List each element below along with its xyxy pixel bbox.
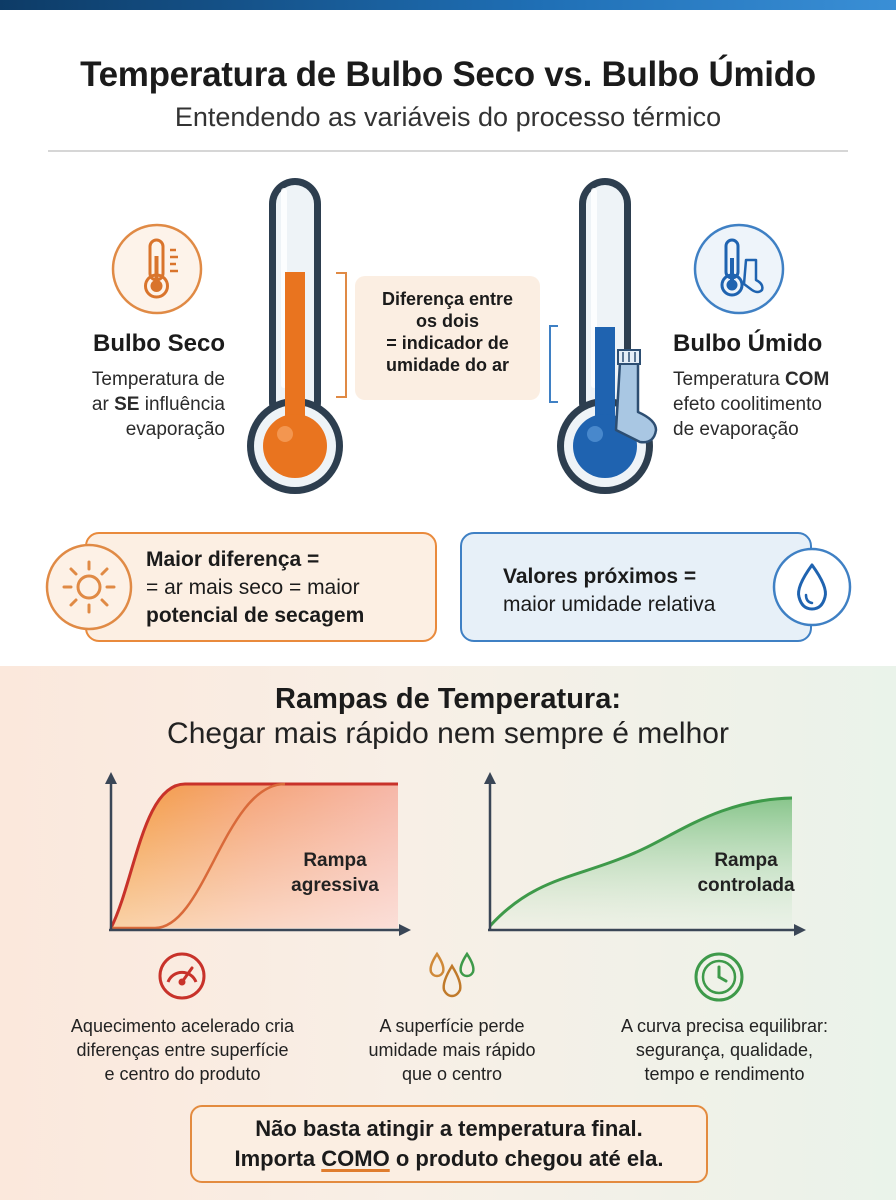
controlled-ramp-chart bbox=[484, 772, 806, 936]
wet-bulb-thermometer bbox=[557, 178, 658, 494]
aggressive-ramp-label: Rampa agressiva bbox=[291, 850, 379, 896]
note-line-1: Diferença entre bbox=[381, 289, 514, 309]
wet-bulb-line-3: de evaporação bbox=[673, 419, 799, 440]
sun-icon bbox=[45, 543, 133, 631]
page-title: Temperatura de Bulbo Seco vs. Bulbo Úmid… bbox=[80, 55, 816, 94]
wet-bulb-block: Bulbo Úmido Temperatura COM efeto coolit… bbox=[673, 330, 883, 442]
dry-air-line-2: = ar mais seco = maior bbox=[146, 576, 360, 599]
dry-bulb-line-1: Temperatura de bbox=[91, 369, 225, 390]
humid-air-box bbox=[460, 532, 812, 642]
dry-bulb-description: Temperatura de ar SE influência evaporaç… bbox=[40, 367, 225, 442]
conclusion-line-1: Não basta atingir a temperatura final. bbox=[255, 1116, 643, 1141]
page-subtitle: Entendendo as variáveis do processo térm… bbox=[174, 102, 722, 132]
wet-bulb-title: Bulbo Úmido bbox=[673, 330, 823, 357]
clock-icon bbox=[694, 952, 744, 1002]
dry-air-box bbox=[85, 532, 437, 642]
humid-air-text: Valores próximos = maior umidade relativ… bbox=[503, 563, 763, 619]
note-line-3: = indicador de bbox=[386, 333, 509, 353]
dry-bulb-line-2: ar SE influência bbox=[91, 394, 225, 415]
dry-air-line-3: potencial de secagem bbox=[146, 604, 365, 627]
wet-bulb-line-2: efeto coolitimento bbox=[673, 394, 822, 415]
divider bbox=[48, 150, 848, 152]
left-bracket bbox=[336, 272, 347, 398]
dry-bulb-title: Bulbo Seco bbox=[92, 330, 225, 357]
conclusion-box: Não basta atingir a temperatura final. I… bbox=[190, 1105, 708, 1183]
right-bracket bbox=[549, 325, 558, 403]
thermometer-sock-icon bbox=[693, 223, 785, 315]
caption-balance: A curva precisa equilibrar: segurança, q… bbox=[620, 1016, 829, 1084]
dry-air-text: Maior diferença = = ar mais seco = maior… bbox=[146, 546, 431, 630]
dry-bulb-block: Bulbo Seco Temperatura de ar SE influênc… bbox=[40, 330, 225, 442]
controlled-ramp-label: Rampa controlada bbox=[697, 850, 795, 896]
emphasis-como: COMO bbox=[321, 1146, 390, 1171]
dry-bulb-thermometer bbox=[247, 178, 343, 494]
caption-acceleration: Aquecimento acelerado cria diferenças en… bbox=[70, 1016, 295, 1084]
thermometer-icon bbox=[111, 223, 203, 315]
water-drop-icon bbox=[772, 547, 852, 627]
humid-air-line-2: maior umidade relativa bbox=[503, 593, 716, 616]
ramps-title: Rampas de Temperatura: bbox=[275, 683, 621, 715]
aggressive-ramp-chart bbox=[105, 772, 411, 936]
wet-bulb-description: Temperatura COM efeto coolitimento de ev… bbox=[673, 367, 883, 442]
caption-surface: A superfície perde umidade mais rápido q… bbox=[368, 1016, 536, 1084]
water-drops-icon bbox=[429, 951, 475, 998]
note-line-2: os dois bbox=[415, 311, 479, 331]
humid-air-heading: Valores próximos = bbox=[503, 565, 697, 588]
dry-bulb-line-3: evaporação bbox=[125, 419, 225, 440]
wet-bulb-line-1: Temperatura COM bbox=[673, 369, 830, 390]
difference-note: Diferença entre os dois = indicador de u… bbox=[355, 276, 540, 400]
ramps-subtitle: Chegar mais rápido nem sempre é melhor bbox=[167, 717, 729, 750]
dry-air-heading: Maior diferença = bbox=[146, 548, 320, 571]
note-line-4: umidade do ar bbox=[385, 355, 510, 375]
conclusion-line-2: Importa COMO o produto chegou até ela. bbox=[234, 1146, 664, 1171]
top-accent-bar bbox=[0, 0, 896, 10]
gauge-icon bbox=[158, 952, 206, 1000]
